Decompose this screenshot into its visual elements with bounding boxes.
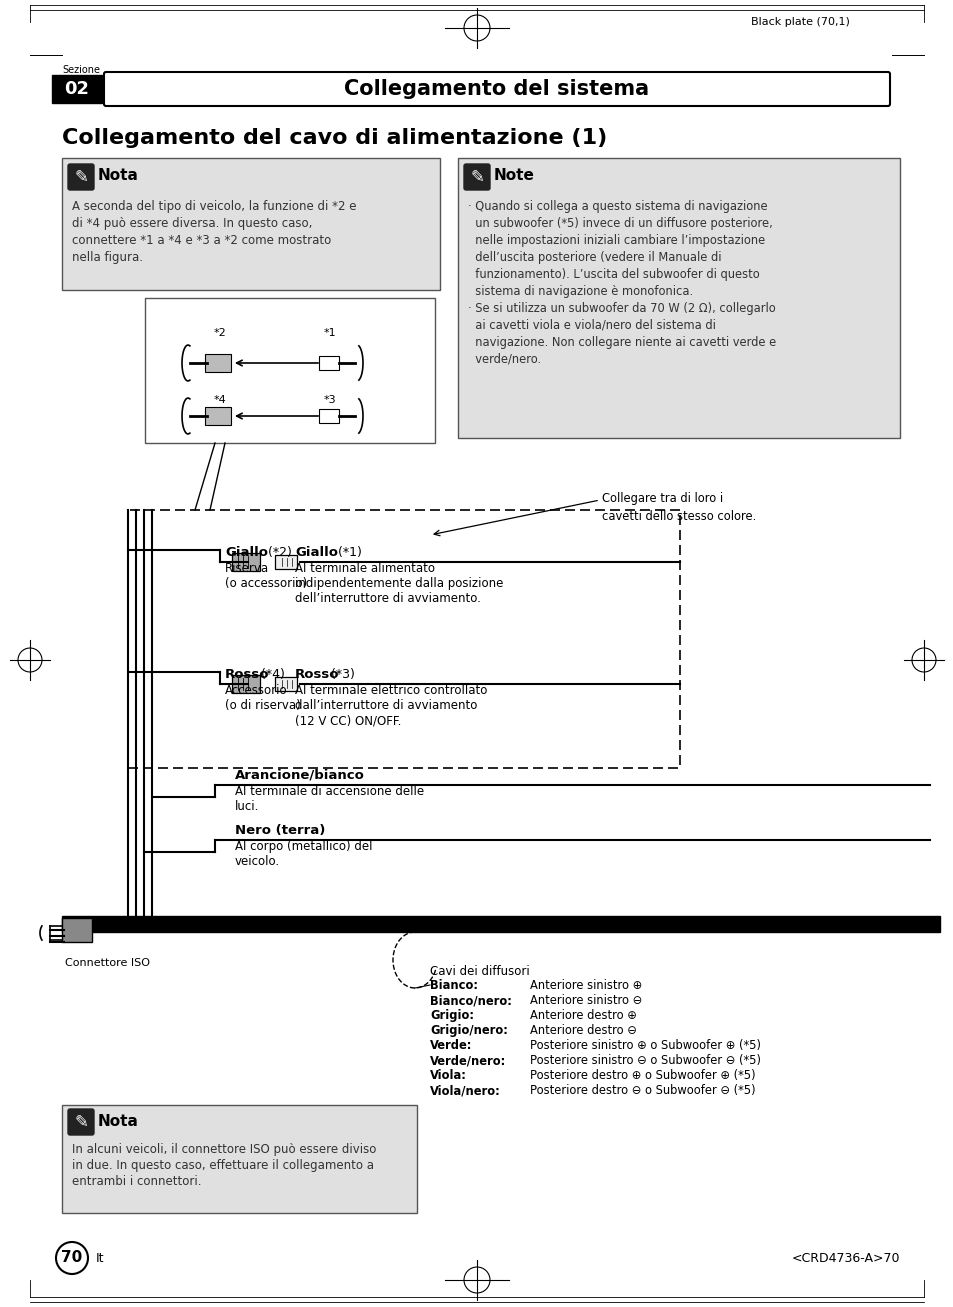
Text: Verde:: Verde: [430, 1039, 472, 1052]
FancyBboxPatch shape [274, 555, 296, 569]
FancyBboxPatch shape [232, 674, 260, 693]
Text: (o accessorio): (o accessorio) [225, 576, 307, 589]
Text: di *4 può essere diversa. In questo caso,: di *4 può essere diversa. In questo caso… [71, 217, 312, 230]
Text: Collegamento del sistema: Collegamento del sistema [344, 78, 649, 99]
Text: *2: *2 [213, 328, 226, 339]
Text: (*3): (*3) [327, 668, 355, 681]
Text: Viola/nero:: Viola/nero: [430, 1084, 500, 1097]
Text: Connettore ISO: Connettore ISO [65, 958, 150, 968]
Text: Black plate (70,1): Black plate (70,1) [750, 17, 848, 27]
Text: *4: *4 [213, 395, 226, 405]
FancyBboxPatch shape [62, 918, 91, 942]
Text: dell’interruttore di avviamento.: dell’interruttore di avviamento. [294, 592, 480, 605]
Text: veicolo.: veicolo. [234, 855, 280, 868]
Text: Collegamento del cavo di alimentazione (1): Collegamento del cavo di alimentazione (… [62, 128, 607, 148]
Text: un subwoofer (*5) invece di un diffusore posteriore,: un subwoofer (*5) invece di un diffusore… [468, 217, 772, 230]
Text: · Quando si collega a questo sistema di navigazione: · Quando si collega a questo sistema di … [468, 200, 767, 213]
Text: entrambi i connettori.: entrambi i connettori. [71, 1175, 201, 1188]
Text: Bianco/nero:: Bianco/nero: [430, 995, 512, 1006]
FancyBboxPatch shape [232, 553, 260, 571]
Text: Grigio/nero:: Grigio/nero: [430, 1023, 507, 1036]
Bar [62, 916, 939, 932]
Text: (*1): (*1) [334, 546, 361, 559]
Text: Nota: Nota [98, 169, 139, 183]
Text: Posteriore sinistro ⊖ o Subwoofer ⊖ (*5): Posteriore sinistro ⊖ o Subwoofer ⊖ (*5) [530, 1053, 760, 1067]
Text: Anteriore sinistro ⊖: Anteriore sinistro ⊖ [530, 995, 641, 1006]
Text: In alcuni veicoli, il connettore ISO può essere diviso: In alcuni veicoli, il connettore ISO può… [71, 1144, 376, 1155]
Text: (o di riserva): (o di riserva) [225, 699, 300, 712]
Text: nella figura.: nella figura. [71, 251, 143, 264]
Bar [62, 1104, 416, 1213]
Text: ✎: ✎ [74, 169, 88, 186]
Text: Al terminale di accensione delle: Al terminale di accensione delle [234, 786, 424, 799]
FancyBboxPatch shape [68, 1110, 94, 1134]
Text: Al terminale alimentato: Al terminale alimentato [294, 562, 435, 575]
Text: sistema di navigazione è monofonica.: sistema di navigazione è monofonica. [468, 285, 693, 298]
Bar [457, 158, 899, 438]
Text: Al corpo (metallico) del: Al corpo (metallico) del [234, 840, 372, 853]
FancyBboxPatch shape [318, 409, 338, 423]
Text: Collegare tra di loro i
cavetti dello stesso colore.: Collegare tra di loro i cavetti dello st… [601, 491, 756, 523]
Text: Posteriore destro ⊕ o Subwoofer ⊕ (*5): Posteriore destro ⊕ o Subwoofer ⊕ (*5) [530, 1069, 755, 1082]
Text: indipendentemente dalla posizione: indipendentemente dalla posizione [294, 576, 503, 589]
Text: Anteriore sinistro ⊕: Anteriore sinistro ⊕ [530, 979, 641, 992]
Bar [52, 74, 102, 103]
Text: 02: 02 [65, 80, 90, 98]
Text: Rosso: Rosso [225, 668, 269, 681]
Text: Giallo: Giallo [294, 546, 337, 559]
Text: ✎: ✎ [470, 169, 483, 186]
Text: in due. In questo caso, effettuare il collegamento a: in due. In questo caso, effettuare il co… [71, 1159, 374, 1172]
Text: Grigio:: Grigio: [430, 1009, 474, 1022]
Text: Al terminale elettrico controllato: Al terminale elettrico controllato [294, 684, 487, 697]
Text: ✎: ✎ [74, 1114, 88, 1131]
Text: <CRD4736-A>70: <CRD4736-A>70 [791, 1252, 899, 1264]
Text: connettere *1 a *4 e *3 a *2 come mostrato: connettere *1 a *4 e *3 a *2 come mostra… [71, 234, 331, 247]
Text: Anteriore destro ⊖: Anteriore destro ⊖ [530, 1023, 637, 1036]
FancyBboxPatch shape [205, 354, 231, 372]
Text: Posteriore sinistro ⊕ o Subwoofer ⊕ (*5): Posteriore sinistro ⊕ o Subwoofer ⊕ (*5) [530, 1039, 760, 1052]
Text: Posteriore destro ⊖ o Subwoofer ⊖ (*5): Posteriore destro ⊖ o Subwoofer ⊖ (*5) [530, 1084, 755, 1097]
Text: Nota: Nota [98, 1115, 139, 1129]
Text: A seconda del tipo di veicolo, la funzione di *2 e: A seconda del tipo di veicolo, la funzio… [71, 200, 356, 213]
Text: Nero (terra): Nero (terra) [234, 823, 325, 836]
FancyBboxPatch shape [104, 72, 889, 106]
Text: Giallo: Giallo [225, 546, 268, 559]
Text: navigazione. Non collegare niente ai cavetti verde e: navigazione. Non collegare niente ai cav… [468, 336, 776, 349]
Text: Note: Note [494, 169, 535, 183]
Bar [145, 298, 435, 443]
Text: Sezione: Sezione [62, 65, 100, 74]
Text: (12 V CC) ON/OFF.: (12 V CC) ON/OFF. [294, 714, 401, 727]
Text: Verde/nero:: Verde/nero: [430, 1053, 506, 1067]
Text: Cavi dei diffusori: Cavi dei diffusori [430, 965, 529, 978]
Text: · Se si utilizza un subwoofer da 70 W (2 Ω), collegarlo: · Se si utilizza un subwoofer da 70 W (2… [468, 302, 775, 315]
Text: Viola:: Viola: [430, 1069, 466, 1082]
Text: Anteriore destro ⊕: Anteriore destro ⊕ [530, 1009, 637, 1022]
Text: 70: 70 [61, 1251, 83, 1265]
Text: *1: *1 [323, 328, 336, 339]
Text: dell’uscita posteriore (vedere il Manuale di: dell’uscita posteriore (vedere il Manual… [468, 251, 720, 264]
FancyBboxPatch shape [68, 163, 94, 190]
Text: It: It [96, 1252, 105, 1264]
Text: Arancione/bianco: Arancione/bianco [234, 769, 364, 782]
FancyBboxPatch shape [463, 163, 490, 190]
FancyBboxPatch shape [318, 356, 338, 370]
Text: Rosso: Rosso [294, 668, 339, 681]
Text: nelle impostazioni iniziali cambiare l’impostazione: nelle impostazioni iniziali cambiare l’i… [468, 234, 764, 247]
Text: Riserva: Riserva [225, 562, 269, 575]
Text: verde/nero.: verde/nero. [468, 353, 540, 366]
Text: (*2): (*2) [264, 546, 292, 559]
Text: Bianco:: Bianco: [430, 979, 477, 992]
Text: Accessorio: Accessorio [225, 684, 287, 697]
Text: luci.: luci. [234, 800, 259, 813]
Text: *3: *3 [323, 395, 336, 405]
Bar [128, 510, 679, 769]
Text: funzionamento). L’uscita del subwoofer di questo: funzionamento). L’uscita del subwoofer d… [468, 268, 759, 281]
FancyBboxPatch shape [274, 677, 296, 691]
Bar [62, 158, 439, 290]
FancyBboxPatch shape [205, 406, 231, 425]
Text: ai cavetti viola e viola/nero del sistema di: ai cavetti viola e viola/nero del sistem… [468, 319, 715, 332]
Text: dall’interruttore di avviamento: dall’interruttore di avviamento [294, 699, 476, 712]
Circle shape [56, 1242, 88, 1274]
Text: (*4): (*4) [257, 668, 285, 681]
